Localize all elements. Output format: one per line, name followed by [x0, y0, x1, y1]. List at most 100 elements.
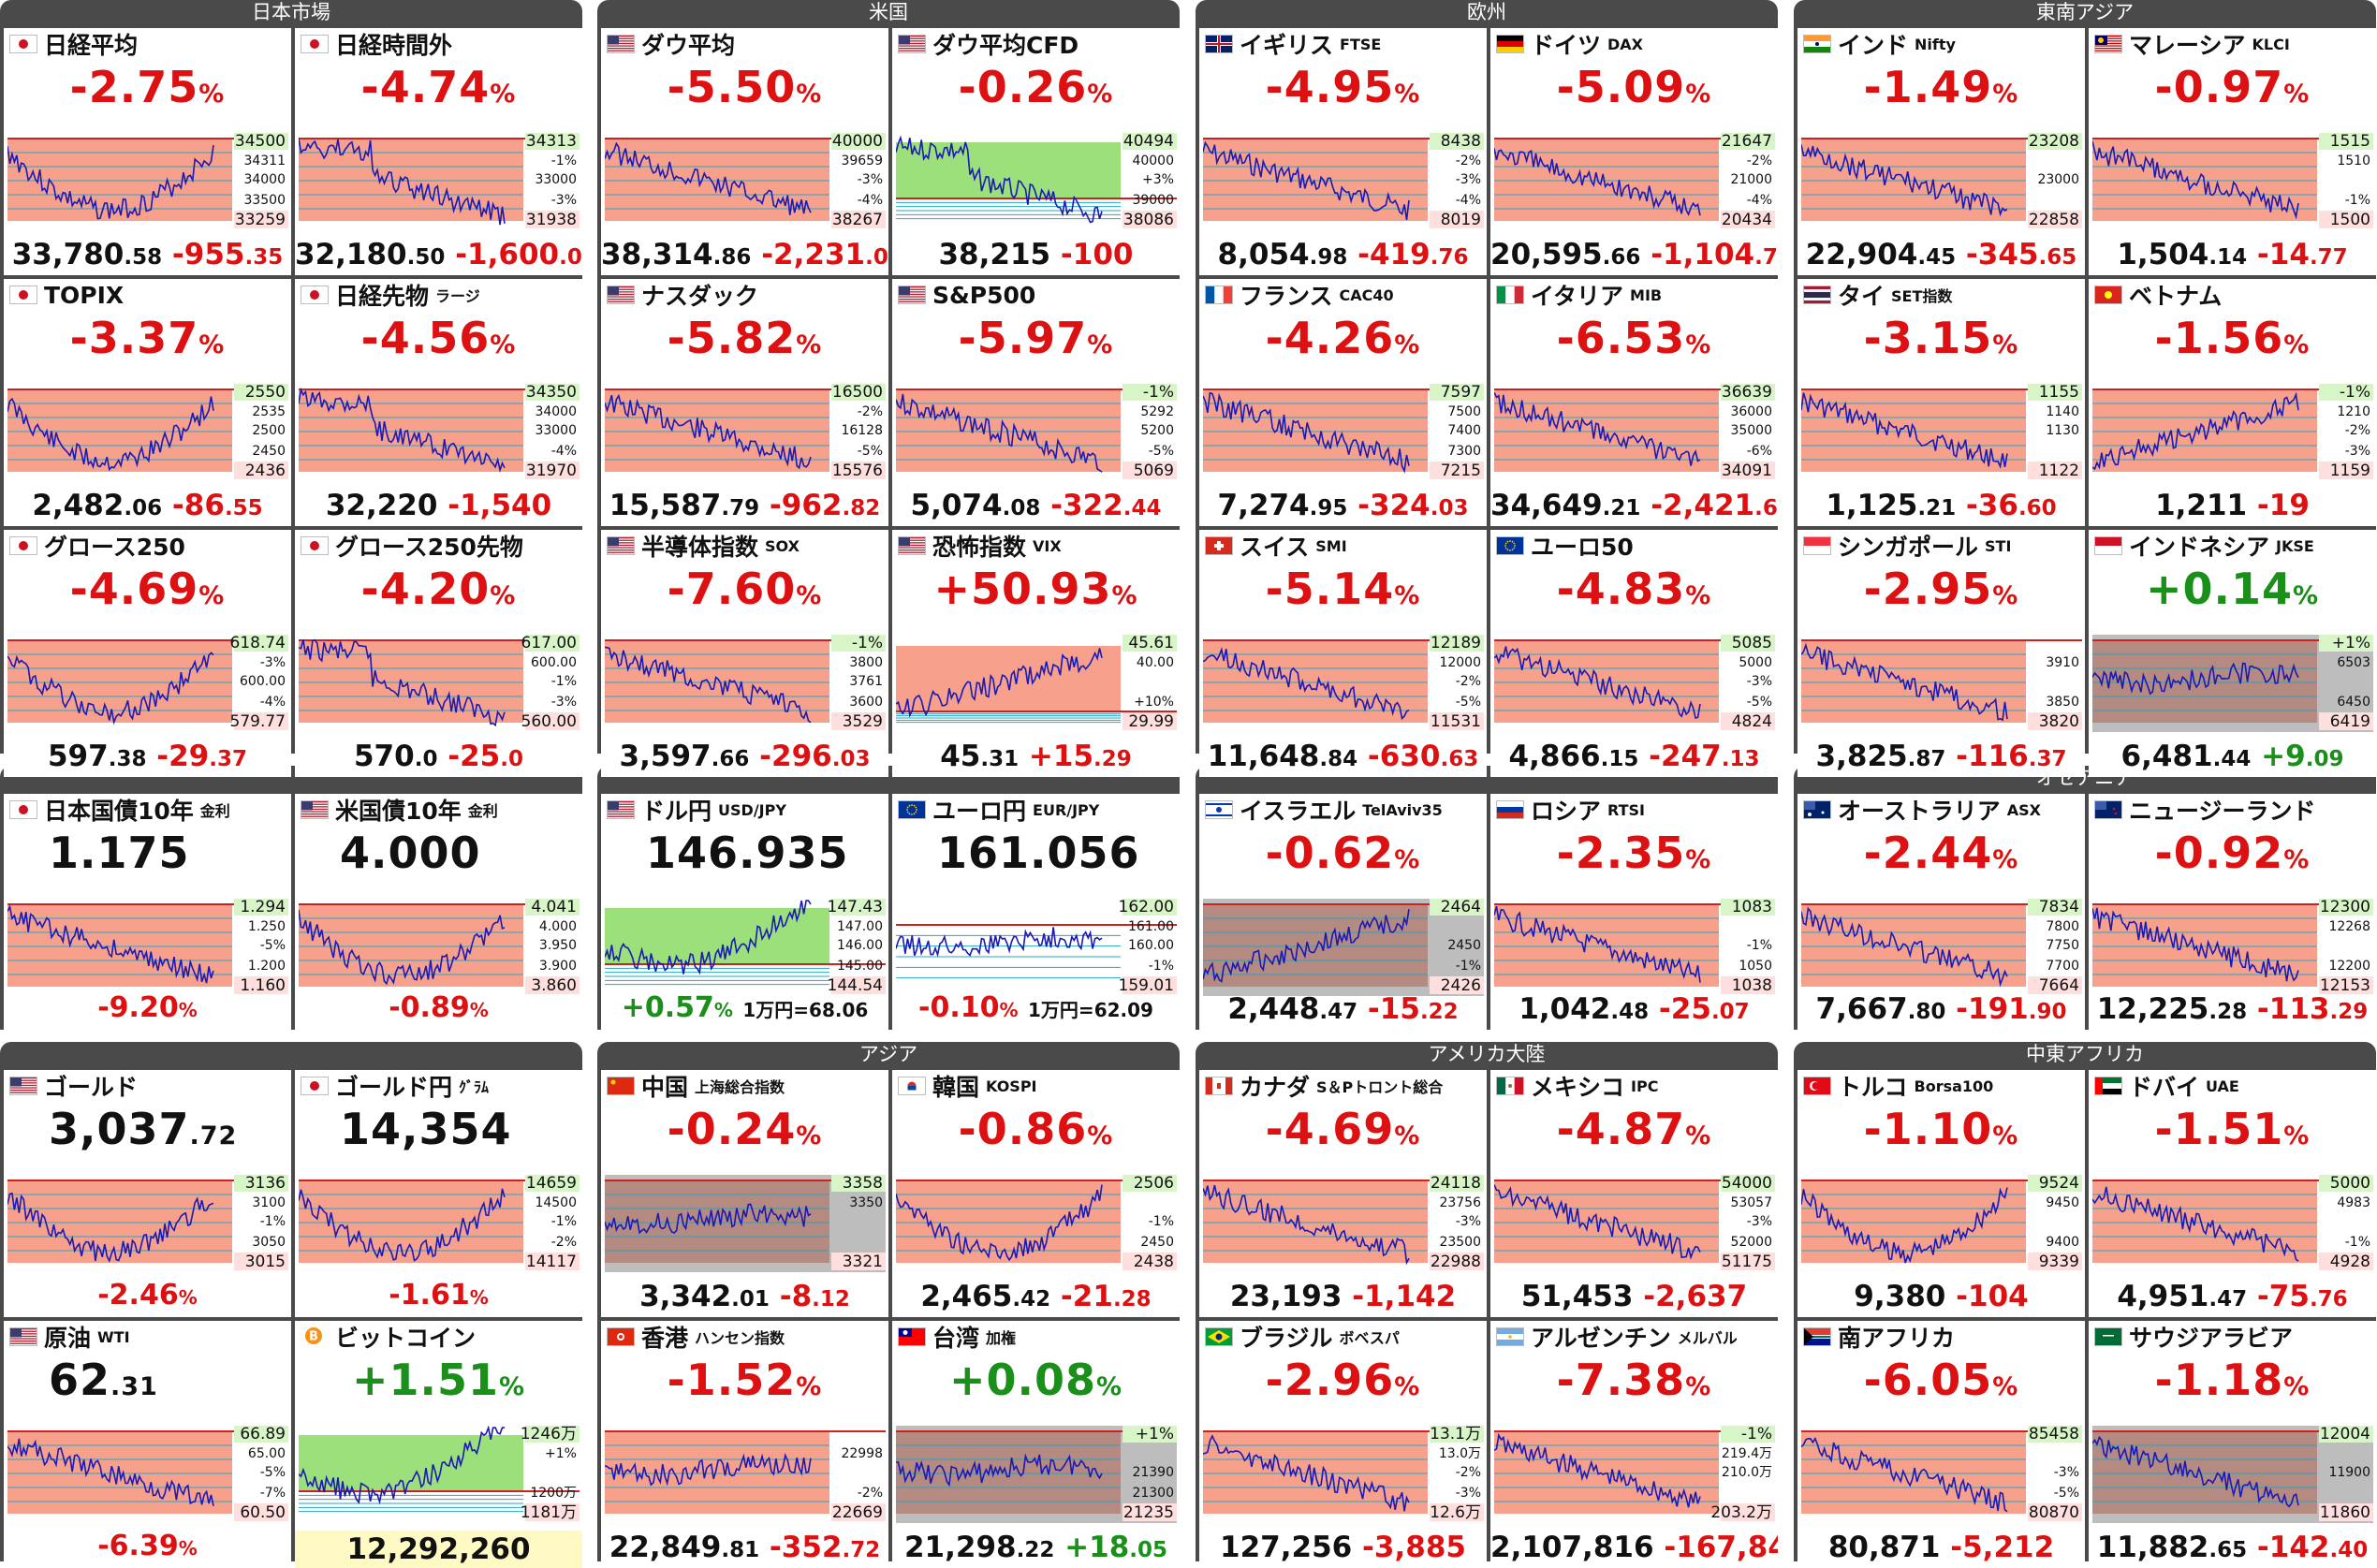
market-name: TOPIX: [44, 281, 125, 309]
market-tile[interactable]: スイス SMI -5.14% 12189 12000 -2% -5% 11531 11,648.…: [1199, 530, 1487, 777]
tick-highlight: [1721, 1503, 1775, 1521]
market-tile[interactable]: ニュージーランド -0.92% 12300 12268 12200 12153 12,225…: [2089, 794, 2376, 1030]
market-tile[interactable]: ゴールド円 ｸﾞﾗﾑ 14,354 14659 14500 -1% -2% 14117 -1.6…: [295, 1070, 582, 1317]
market-tile[interactable]: 日本国債10年 金利 1.175 1.294 1.250 -5% 1.200 1.160 -9.…: [4, 794, 291, 1030]
market-tile[interactable]: ドイツ DAX -5.09% 21647 -2% 21000 -4% 20434 20,595.…: [1490, 28, 1778, 275]
price-line: [1203, 140, 1410, 221]
tick-highlight: [1122, 384, 1177, 401]
tick-highlight: [2319, 1253, 2373, 1270]
axis-tick-label: 5085: [1732, 635, 1772, 652]
axis-tick-label: 3050: [252, 1235, 286, 1250]
market-tile[interactable]: ブラジル ボベスパ -2.96% 13.1万 13.0万 -2% -3% 12.6万 127,2…: [1199, 1321, 1487, 1568]
market-tile[interactable]: 台湾 加権 +0.08% +1% 21390 21300 21235 21,298.22 +1…: [892, 1321, 1180, 1568]
axis-tick-label: +1%: [545, 1446, 577, 1461]
level-and-change: 22,849.81 -352.72: [609, 1531, 881, 1564]
market-tile[interactable]: TOPIX -3.37% 2550 2535 2500 2450 2436 2,482.06 …: [4, 279, 291, 526]
market-tile[interactable]: イスラエル TelAviv35 -0.62% 2464 2450 -1% 2426 2,448…: [1199, 794, 1487, 1030]
market-tile[interactable]: マレーシア KLCI -0.97% 1515 1510 -1% 1500 1,504.14 -…: [2089, 28, 2376, 275]
market-tile[interactable]: ナスダック -5.82% 16500 -2% 16128 -5% 15576 15,587.7…: [601, 279, 888, 526]
axis-tick-label: 147.43: [828, 899, 883, 916]
market-tile[interactable]: 日経先物 ラージ -4.56% 34350 34000 33000 -4% 31970 32,2…: [295, 279, 582, 526]
market-tile[interactable]: インド Nifty -1.49% 23208 23000 22858 22,904.45 -…: [1797, 28, 2085, 275]
axis-tick-label: 2450: [1447, 938, 1481, 953]
market-tile[interactable]: ユーロ円 EUR/JPY 161.056 162.00 161.00 160.00 -1% 1…: [892, 794, 1180, 1030]
market-name: ドル円: [641, 798, 712, 825]
price-line: [1801, 392, 2008, 469]
market-tile[interactable]: イギリス FTSE -4.95% 8438 -2% -3% -4% 8019 8,054.98 …: [1199, 28, 1487, 275]
axis-tick-label: -2%: [858, 1486, 883, 1501]
price-chart: 1515 1510 -1% 1500: [2092, 133, 2373, 229]
market-tile[interactable]: ユーロ50 -4.83% 5085 5000 -3% -5% 4824 4,866.15 -2…: [1490, 530, 1778, 777]
market-subname: ｸﾞﾗﾑ: [459, 1078, 490, 1096]
axis-tick-label: -3%: [1456, 172, 1481, 187]
market-tile[interactable]: 恐怖指数 VIX +50.93% 45.61 40.00 +10% 29.99 45.31 +…: [892, 530, 1180, 777]
current-level: 62.31: [49, 1355, 158, 1405]
axis-tick-label: 23000: [2037, 172, 2079, 187]
market-tile[interactable]: 中国 上海総合指数 -0.24% 3358 3350 3321 3,342.01 -8.12: [601, 1070, 888, 1317]
market-tile[interactable]: サウジアラビア -1.18% 12004 11900 11860 11,882.65 -1…: [2089, 1321, 2376, 1568]
market-tile[interactable]: ロシア RTSI -2.35% 1083 -1% 1050 1038 1,042.48 -25…: [1490, 794, 1778, 1030]
sa-flag-icon: [2094, 1327, 2122, 1346]
level-and-change: 6,481.44 +9.09: [2120, 740, 2344, 773]
eu-flag-icon: [898, 800, 926, 819]
market-tile[interactable]: 韓国 KOSPI -0.86% 2506 -1% 2450 2438 2,465.42 -21…: [892, 1070, 1180, 1317]
market-tile[interactable]: フランス CAC40 -4.26% 7597 7500 7400 7300 7215 7,274…: [1199, 279, 1487, 526]
us-flag-icon: [898, 286, 926, 304]
market-tile[interactable]: 原油 WTI 62.31 66.89 65.00 -5% -7% 60.50 -6.39%: [4, 1321, 291, 1568]
axis-tick-label: -2%: [1456, 674, 1481, 689]
axis-tick-label: 3761: [849, 674, 883, 689]
change-percent: -6.05%: [1863, 1355, 2019, 1405]
price-chart: 617.00 600.00 -1% -3% 560.00: [299, 635, 580, 731]
axis-tick-label: 60.50: [240, 1503, 286, 1522]
market-tile[interactable]: 日経平均 -2.75% 34500 34311 34000 33500 33259 33,78…: [4, 28, 291, 275]
axis-tick-label: 4928: [2330, 1253, 2370, 1271]
market-tile[interactable]: ドル円 USD/JPY 146.935 147.43 147.00 146.00 145.0…: [601, 794, 888, 1030]
market-tile[interactable]: インドネシア JKSE +0.14% +1% 6503 6450 6419 6,481.44 …: [2089, 530, 2376, 777]
price-chart: 7834 7800 7750 7700 7664: [1801, 899, 2082, 995]
market-tile[interactable]: トルコ Borsa100 -1.10% 9524 9450 9400 9339 9,380 -…: [1797, 1070, 2085, 1317]
change-percent: -4.69%: [1265, 1104, 1421, 1154]
axis-tick-label: 21390: [1132, 1465, 1174, 1480]
market-tile[interactable]: 香港 ハンセン指数 -1.52% 22998 -2% 22669 22,849.81 -35…: [601, 1321, 888, 1568]
market-tile[interactable]: 日経時間外 -4.74% 34313 -1% 33000 -3% 31938 32,180.5…: [295, 28, 582, 275]
market-tile[interactable]: メキシコ IPC -4.87% 54000 53057 -3% 52000 51175 51,4…: [1490, 1070, 1778, 1317]
market-tile[interactable]: 米国債10年 金利 4.000 4.041 4.000 3.950 3.900 3.860 -0…: [295, 794, 582, 1030]
axis-tick-label: 2535: [252, 404, 286, 419]
axis-tick-label: +1%: [1136, 1426, 1174, 1443]
level-and-change: 38,314.86 -2,231.07: [601, 238, 888, 271]
market-tile[interactable]: 半導体指数 SOX -7.60% -1% 3800 3761 3600 3529 3,597.6…: [601, 530, 888, 777]
change-percent: -1.52%: [667, 1355, 823, 1405]
tick-highlight: [831, 462, 886, 479]
price-chart: 1246万 +1% 1200万 1181万: [299, 1426, 580, 1522]
yen-conversion-note: 1万円=62.09: [1028, 999, 1153, 1021]
level-and-change: 1,504.14 -14.77: [2117, 238, 2348, 271]
market-tile[interactable]: タイ SET指数 -3.15% 1155 1140 1130 1122 1,125.21 -3…: [1797, 279, 2085, 526]
market-tile[interactable]: ダウ平均CFD -0.26% 40494 40000 +3% 39000 38086 38,2…: [892, 28, 1180, 275]
market-tile[interactable]: ダウ平均 -5.50% 40000 39659 -3% -4% 38267 38,314.86…: [601, 28, 888, 275]
axis-tick-label: 3.950: [539, 938, 577, 953]
market-tile[interactable]: シンガポール STI -2.95% 3910 3850 3820 3,825.87 -116…: [1797, 530, 2085, 777]
tick-highlight: [1721, 899, 1775, 916]
market-tile[interactable]: ゴールド 3,037.72 3136 3100 -1% 3050 3015 -2.46%: [4, 1070, 291, 1317]
market-tile[interactable]: ドバイ UAE -1.51% 5000 4983 -1% 4928 4,951.47 -75.…: [2089, 1070, 2376, 1317]
market-tile[interactable]: 南アフリカ -6.05% 85458 -3% -5% 80870 80,871 -5,212: [1797, 1321, 2085, 1568]
market-tile[interactable]: B ビットコイン +1.51% 1246万 +1% 1200万 1181万 12,292,26…: [295, 1321, 582, 1568]
tick-highlight: [2028, 384, 2082, 401]
region-title: 欧州: [1467, 1, 1506, 23]
axis-tick-label: 2436: [245, 462, 286, 480]
market-tile[interactable]: カナダ S＆Pトロント総合 -4.69% 24118 23756 -3% 23500 2298…: [1199, 1070, 1487, 1317]
market-tile[interactable]: グロース250 -4.69% 618.74 -3% 600.00 -4% 579.77 597…: [4, 530, 291, 777]
axis-tick-label: 1200万: [530, 1486, 577, 1501]
axis-tick-label: -5%: [858, 444, 883, 459]
axis-tick-label: 560.00: [521, 712, 577, 731]
market-tile[interactable]: イタリア MIB -6.53% 36639 36000 35000 -6% 34091 34,6…: [1490, 279, 1778, 526]
axis-tick-label: 7800: [2046, 919, 2079, 934]
market-tile[interactable]: アルゼンチン メルバル -7.38% -1% 219.4万 210.0万 203.2万 2,1…: [1490, 1321, 1778, 1568]
market-tile[interactable]: グロース250先物 -4.20% 617.00 600.00 -1% -3% 560.00 5…: [295, 530, 582, 777]
market-subname: Borsa100: [1914, 1077, 1994, 1095]
axis-tick-label: 16500: [832, 384, 883, 402]
market-tile[interactable]: オーストラリア ASX -2.44% 7834 7800 7750 7700 7664 7,66…: [1797, 794, 2085, 1030]
tick-highlight: [234, 635, 288, 652]
market-tile[interactable]: ベトナム -1.56% -1% 1210 -2% -3% 1159 1,211 -19: [2089, 279, 2376, 526]
market-tile[interactable]: S&P500 -5.97% -1% 5292 5200 -5% 5069 5,074.08 -…: [892, 279, 1180, 526]
